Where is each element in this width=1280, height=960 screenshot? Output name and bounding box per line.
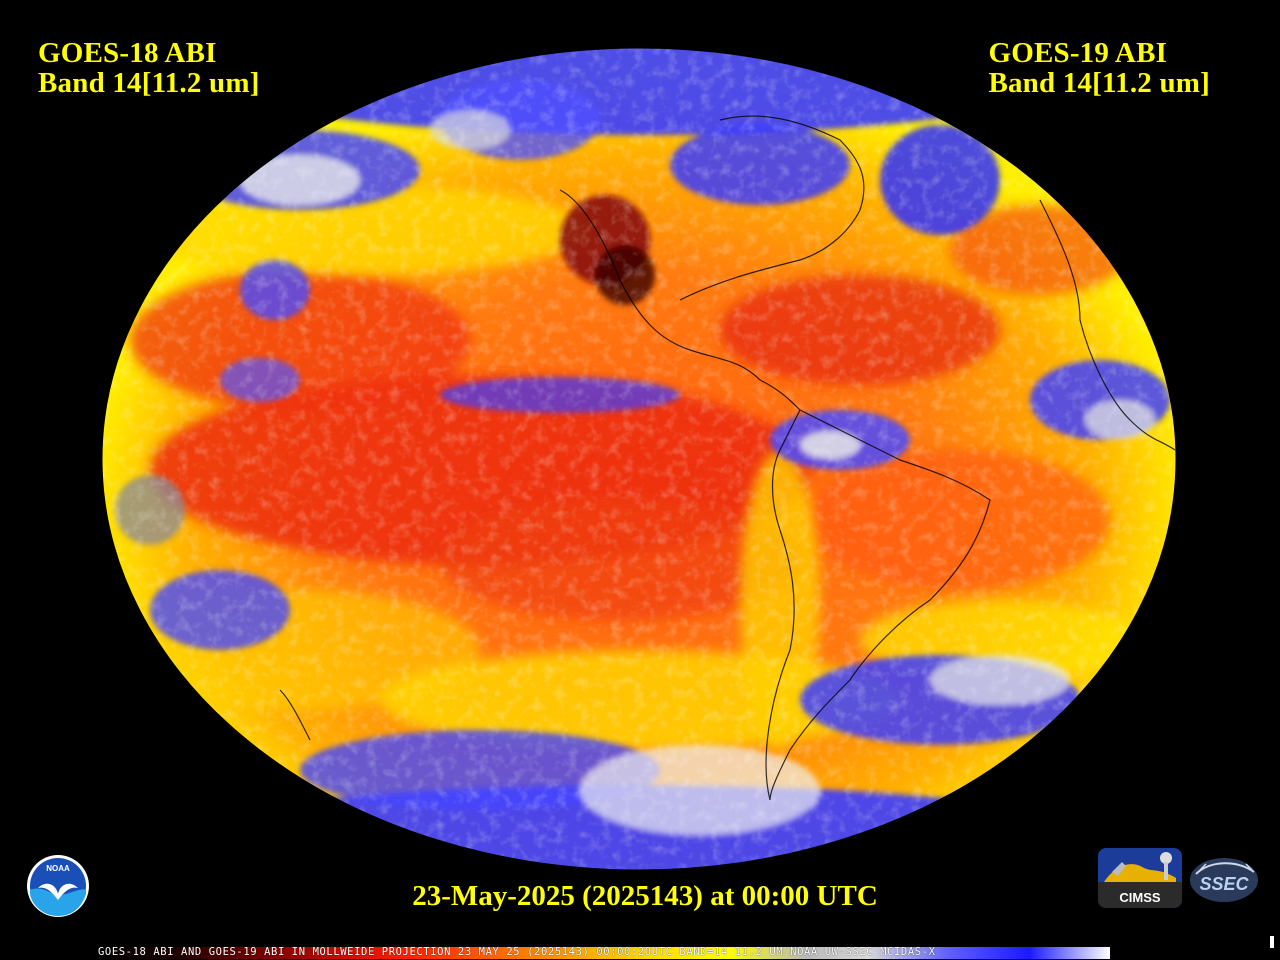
cimss-logo-text: CIMSS (1119, 890, 1161, 905)
ssec-logo: SSEC (1190, 858, 1258, 902)
image-timestamp: 23-May-2025 (2025143) at 00:00 UTC (412, 880, 878, 912)
right-satellite-name: GOES-19 ABI (988, 37, 1168, 69)
noaa-logo-text: NOAA (46, 864, 70, 873)
left-band-label: Band 14[11.2 um] (38, 67, 260, 99)
noaa-logo: NOAA (27, 855, 89, 917)
temperature-colorbar (98, 947, 1110, 959)
left-satellite-name: GOES-18 ABI (38, 37, 217, 69)
cimss-logo: CIMSS (1098, 848, 1182, 908)
coastlines (279, 115, 1176, 801)
left-satellite-label: GOES-18 ABI Band 14[11.2 um] (38, 38, 260, 98)
right-satellite-label: GOES-19 ABI Band 14[11.2 um] (988, 38, 1210, 98)
corner-tick (1270, 936, 1274, 948)
colorbar-caption: GOES-18 ABI AND GOES-19 ABI IN MOLLWEIDE… (98, 946, 936, 958)
right-band-label: Band 14[11.2 um] (988, 67, 1210, 99)
ssec-logo-text: SSEC (1199, 874, 1249, 894)
globe-imagery (102, 48, 1176, 870)
